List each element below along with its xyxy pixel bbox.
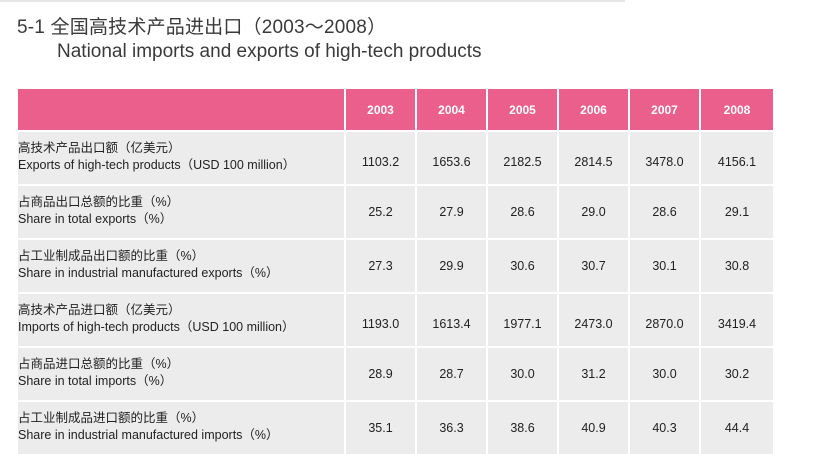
table-row: 高技术产品进口额（亿美元） Imports of high-tech produ… xyxy=(18,292,773,347)
table-cell: 30.1 xyxy=(629,238,701,293)
row-label-en: Share in total exports（%） xyxy=(18,212,173,226)
table-cell: 35.1 xyxy=(345,400,417,454)
row-label: 高技术产品出口额（亿美元） Exports of high-tech produ… xyxy=(18,130,346,185)
row-label-cn: 高技术产品出口额（亿美元） xyxy=(18,141,181,155)
table-row: 高技术产品出口额（亿美元） Exports of high-tech produ… xyxy=(18,130,773,185)
table-cell: 30.2 xyxy=(700,346,773,401)
table-cell: 3419.4 xyxy=(700,292,773,347)
table-cell: 1613.4 xyxy=(416,292,488,347)
table-cell: 36.3 xyxy=(416,400,488,454)
row-label-en: Share in total imports（%） xyxy=(18,374,173,388)
header-label-cell xyxy=(18,89,346,131)
table-cell: 29.0 xyxy=(558,184,630,239)
table-cell: 28.6 xyxy=(629,184,701,239)
row-label: 占工业制成品进口额的比重（%） Share in industrial manu… xyxy=(18,400,346,454)
table-cell: 30.6 xyxy=(487,238,559,293)
row-label-cn: 占工业制成品进口额的比重（%） xyxy=(18,411,205,425)
table-cell: 40.9 xyxy=(558,400,630,454)
table-row: 占工业制成品出口额的比重（%） Share in industrial manu… xyxy=(18,238,773,293)
table-cell: 30.8 xyxy=(700,238,773,293)
table-cell: 2814.5 xyxy=(558,130,630,185)
row-label-cn: 占商品出口总额的比重（%） xyxy=(18,195,180,209)
table-cell: 29.9 xyxy=(416,238,488,293)
table-cell: 1193.0 xyxy=(345,292,417,347)
row-label: 占工业制成品出口额的比重（%） Share in industrial manu… xyxy=(18,238,346,293)
table-cell: 2870.0 xyxy=(629,292,701,347)
row-label-cn: 占工业制成品出口额的比重（%） xyxy=(18,249,205,263)
table-cell: 28.9 xyxy=(345,346,417,401)
table-cell: 4156.1 xyxy=(700,130,773,185)
table-cell: 3478.0 xyxy=(629,130,701,185)
top-divider xyxy=(0,0,625,2)
table-row: 占商品出口总额的比重（%） Share in total exports（%） … xyxy=(18,184,773,239)
row-label: 高技术产品进口额（亿美元） Imports of high-tech produ… xyxy=(18,292,346,347)
year-header: 2008 xyxy=(700,89,773,131)
table-cell: 2182.5 xyxy=(487,130,559,185)
table-cell: 30.0 xyxy=(629,346,701,401)
table-cell: 1977.1 xyxy=(487,292,559,347)
table-cell: 38.6 xyxy=(487,400,559,454)
page-title-cn: 5-1 全国高技术产品进出口（2003～2008） xyxy=(17,17,387,38)
year-header: 2006 xyxy=(558,89,630,131)
table-row: 占工业制成品进口额的比重（%） Share in industrial manu… xyxy=(18,400,773,454)
year-header: 2005 xyxy=(487,89,559,131)
row-label: 占商品出口总额的比重（%） Share in total exports（%） xyxy=(18,184,346,239)
table-cell: 30.0 xyxy=(487,346,559,401)
table-cell: 27.3 xyxy=(345,238,417,293)
high-tech-trade-table: 2003 2004 2005 2006 2007 2008 高技术产品出口额（亿… xyxy=(18,89,773,454)
row-label-en: Share in industrial manufactured exports… xyxy=(18,266,279,280)
year-header: 2003 xyxy=(345,89,417,131)
row-label: 占商品进口总额的比重（%） Share in total imports（%） xyxy=(18,346,346,401)
table-cell: 30.7 xyxy=(558,238,630,293)
table-cell: 1653.6 xyxy=(416,130,488,185)
table-header-row: 2003 2004 2005 2006 2007 2008 xyxy=(18,89,773,131)
table-row: 占商品进口总额的比重（%） Share in total imports（%） … xyxy=(18,346,773,401)
table-cell: 31.2 xyxy=(558,346,630,401)
table-cell: 27.9 xyxy=(416,184,488,239)
year-header: 2007 xyxy=(629,89,701,131)
table-cell: 44.4 xyxy=(700,400,773,454)
row-label-cn: 占商品进口总额的比重（%） xyxy=(18,357,180,371)
table-cell: 2473.0 xyxy=(558,292,630,347)
row-label-en: Exports of high-tech products（USD 100 mi… xyxy=(18,158,296,172)
table-cell: 28.6 xyxy=(487,184,559,239)
table-cell: 25.2 xyxy=(345,184,417,239)
row-label-cn: 高技术产品进口额（亿美元） xyxy=(18,303,181,317)
table-cell: 28.7 xyxy=(416,346,488,401)
year-header: 2004 xyxy=(416,89,488,131)
row-label-en: Share in industrial manufactured imports… xyxy=(18,428,279,442)
table-cell: 1103.2 xyxy=(345,130,417,185)
table-cell: 40.3 xyxy=(629,400,701,454)
row-label-en: Imports of high-tech products（USD 100 mi… xyxy=(18,320,295,334)
page-title-en: National imports and exports of high-tec… xyxy=(57,41,482,62)
table-cell: 29.1 xyxy=(700,184,773,239)
